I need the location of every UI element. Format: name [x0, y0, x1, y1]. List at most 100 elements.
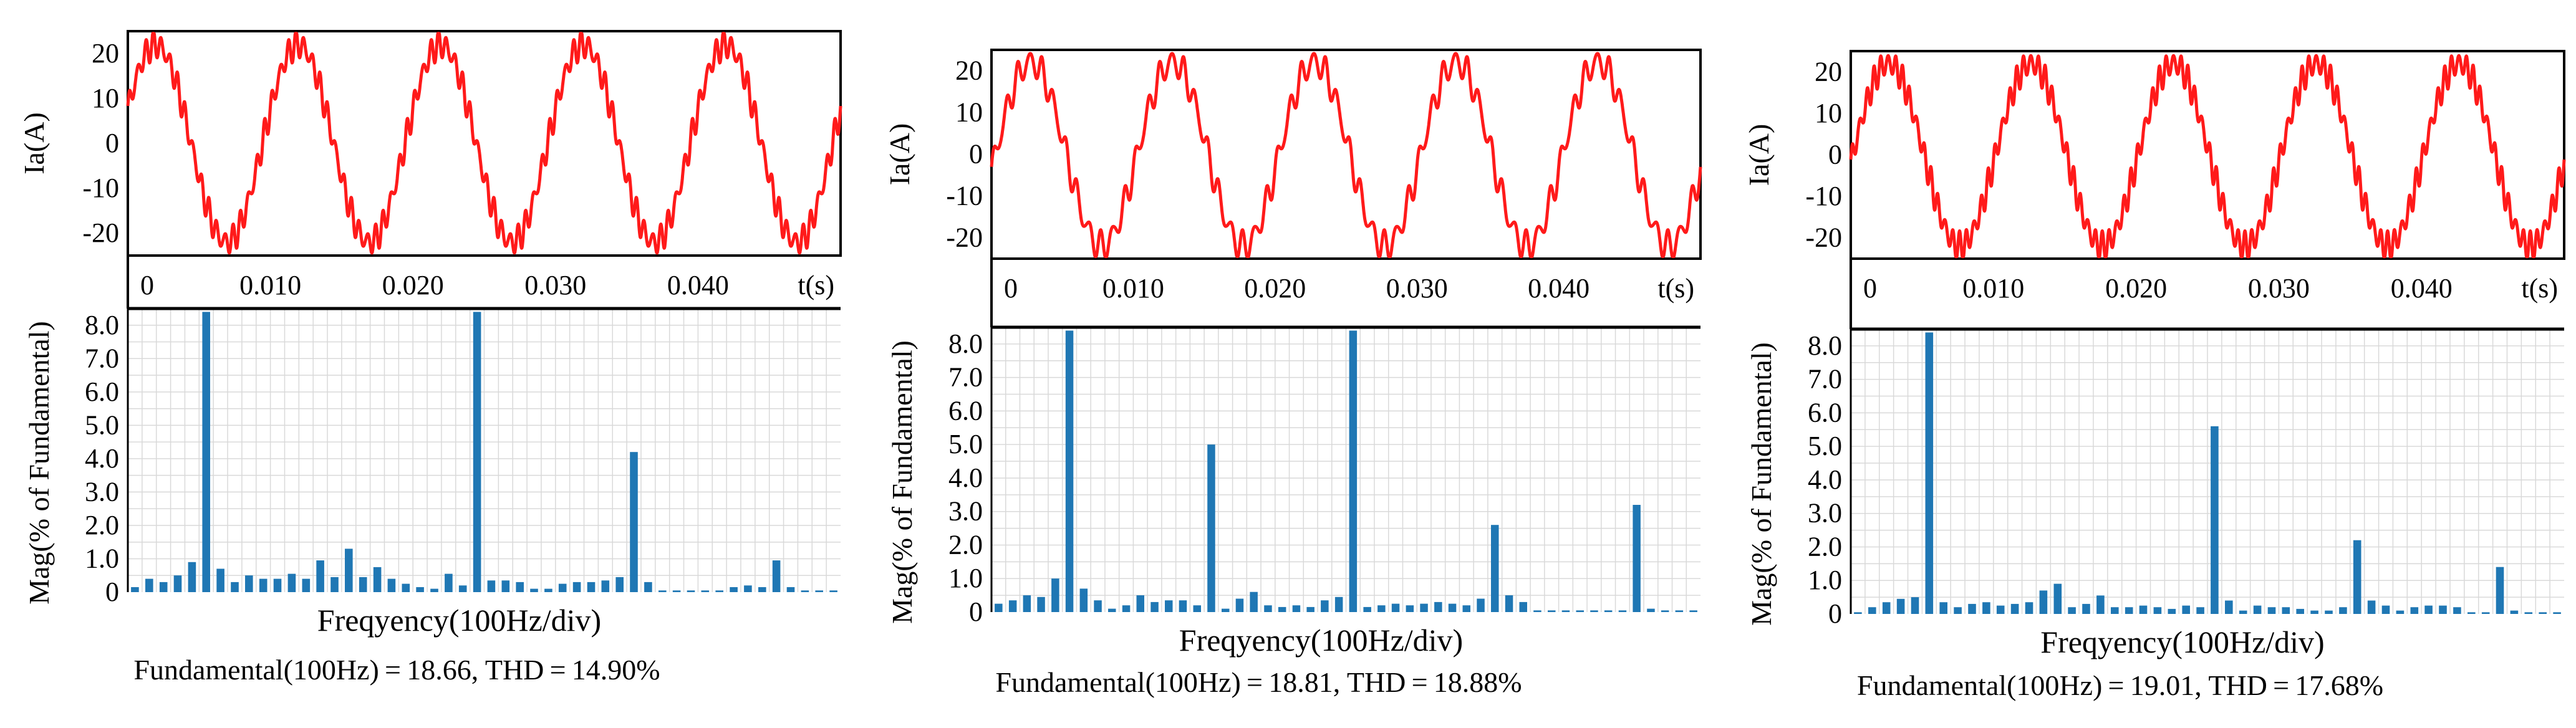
harmonic-bar [131, 587, 139, 592]
harmonic-bar [801, 590, 809, 592]
harmonic-bar [1533, 610, 1541, 612]
spectrum-y-tick-label: 7.0 [1808, 364, 1842, 395]
waveform-y-tick-label: -20 [946, 223, 983, 253]
waveform-y-tick-label: -20 [1805, 223, 1842, 253]
time-axis-tick-label: 0.040 [1528, 273, 1589, 304]
spectrum-y-axis-label: Mag(% of Fundamental) [23, 321, 55, 605]
spectrum-x-axis-label: Freqyency(100Hz/div) [2040, 625, 2324, 659]
harmonic-bar [758, 587, 766, 592]
harmonic-bar [1179, 600, 1187, 612]
harmonic-bar [2439, 605, 2447, 614]
spectrum-y-tick-label: 3.0 [1808, 498, 1842, 529]
harmonic-bar [2196, 607, 2204, 614]
harmonic-bar [2139, 605, 2148, 614]
harmonic-bar [1108, 608, 1116, 612]
spectrum-y-tick-label: 0 [1828, 598, 1842, 629]
harmonic-bar [1647, 608, 1655, 612]
harmonic-bar [1264, 605, 1272, 612]
harmonic-bar [1477, 598, 1485, 612]
panel-caption: Fundamental(100Hz) = 18.66, THD = 14.90% [133, 654, 660, 686]
harmonic-bar [2168, 608, 2176, 614]
harmonic-bar [1363, 606, 1371, 612]
spectrum-y-tick-label: 5.0 [85, 410, 119, 440]
waveform-y-axis-label: Ia(A) [18, 112, 50, 175]
harmonic-bar [544, 588, 552, 592]
waveform-y-tick-label: 10 [1815, 98, 1842, 128]
spectrum-y-tick-label: 7.0 [948, 362, 983, 393]
harmonic-bar [473, 312, 481, 592]
harmonic-bar [572, 582, 581, 592]
harmonic-bar [2096, 595, 2105, 614]
harmonic-bar [1406, 605, 1414, 612]
harmonic-bar [1689, 610, 1697, 612]
harmonic-bar [159, 582, 168, 592]
time-axis-tick-label: 0.020 [1244, 273, 1306, 304]
harmonic-bar [1321, 600, 1329, 612]
spectrum-y-tick-label: 6.0 [948, 395, 983, 426]
harmonic-bar [2153, 607, 2162, 614]
panel-caption: Fundamental(100Hz) = 19.01, THD = 17.68% [1857, 669, 2383, 701]
harmonic-bar [387, 578, 396, 592]
harmonic-bar [1939, 602, 1947, 614]
harmonic-bar [1250, 592, 1258, 612]
harmonic-bar [1448, 603, 1457, 612]
harmonic-bar [2282, 607, 2290, 614]
harmonic-bar [2496, 567, 2504, 614]
spectrum-x-axis-label: Freqyency(100Hz/div) [1179, 623, 1463, 658]
harmonic-bar [1548, 610, 1556, 612]
harmonic-bar [2053, 583, 2062, 614]
waveform-y-tick-label: 20 [92, 38, 119, 69]
spectrum-y-tick-label: 6.0 [85, 376, 119, 407]
harmonic-bar [1868, 607, 1876, 614]
time-axis-tick-label: 0.010 [1962, 273, 2024, 304]
harmonic-bar [173, 575, 182, 592]
harmonic-bar [2267, 607, 2276, 614]
spectrum-y-tick-label: 4.0 [948, 462, 983, 493]
harmonic-bar [2453, 607, 2461, 614]
harmonic-bar [2068, 607, 2076, 614]
waveform-frame [1850, 50, 2565, 260]
ia-waveform-line [990, 52, 1702, 259]
spectrum-y-axis-label: Mag(% of Fundamental) [1745, 342, 1777, 626]
harmonic-bar [188, 562, 196, 592]
harmonic-bar [672, 590, 681, 592]
waveform-y-tick-label: 10 [92, 83, 119, 113]
harmonic-bar [1278, 606, 1286, 612]
spectrum-y-tick-label: 8.0 [948, 328, 983, 359]
waveform-y-tick-label: -10 [946, 181, 983, 211]
harmonic-bar [1065, 330, 1074, 612]
time-axis-tick-label: 0.040 [2391, 273, 2453, 304]
harmonic-bar [558, 583, 567, 592]
harmonic-bar [587, 582, 596, 592]
harmonic-bar [2296, 608, 2304, 614]
harmonic-bar [416, 587, 424, 592]
harmonic-bar [2225, 600, 2233, 614]
harmonic-bar [2353, 540, 2361, 614]
harmonic-bar [516, 582, 524, 592]
harmonic-bar [2381, 605, 2390, 614]
harmonic-bar [359, 577, 367, 592]
harmonic-bar [2539, 612, 2547, 614]
ia-waveform-line [1849, 54, 2566, 259]
harmonic-bar [715, 590, 723, 592]
harmonic-bar [1122, 605, 1131, 612]
harmonic-bar [2211, 426, 2219, 614]
time-axis-label: t(s) [1657, 273, 1694, 304]
harmonic-bar [1882, 602, 1891, 614]
harmonic-bar [2481, 612, 2490, 614]
harmonic-bar [829, 590, 837, 592]
harmonic-bar [1590, 610, 1598, 612]
harmonic-bar [2424, 605, 2433, 614]
harmonic-bar [302, 578, 311, 592]
harmonic-bar [1420, 603, 1428, 612]
spectrum-y-tick-label: 6.0 [1808, 397, 1842, 428]
harmonic-bar [273, 578, 282, 592]
time-axis-tick-label: 0 [1863, 273, 1877, 304]
spectrum-y-tick-label: 8.0 [85, 310, 119, 340]
harmonic-bar [2553, 612, 2561, 614]
waveform-frame [127, 30, 842, 257]
waveform-y-axis-label: Ia(A) [884, 123, 915, 186]
